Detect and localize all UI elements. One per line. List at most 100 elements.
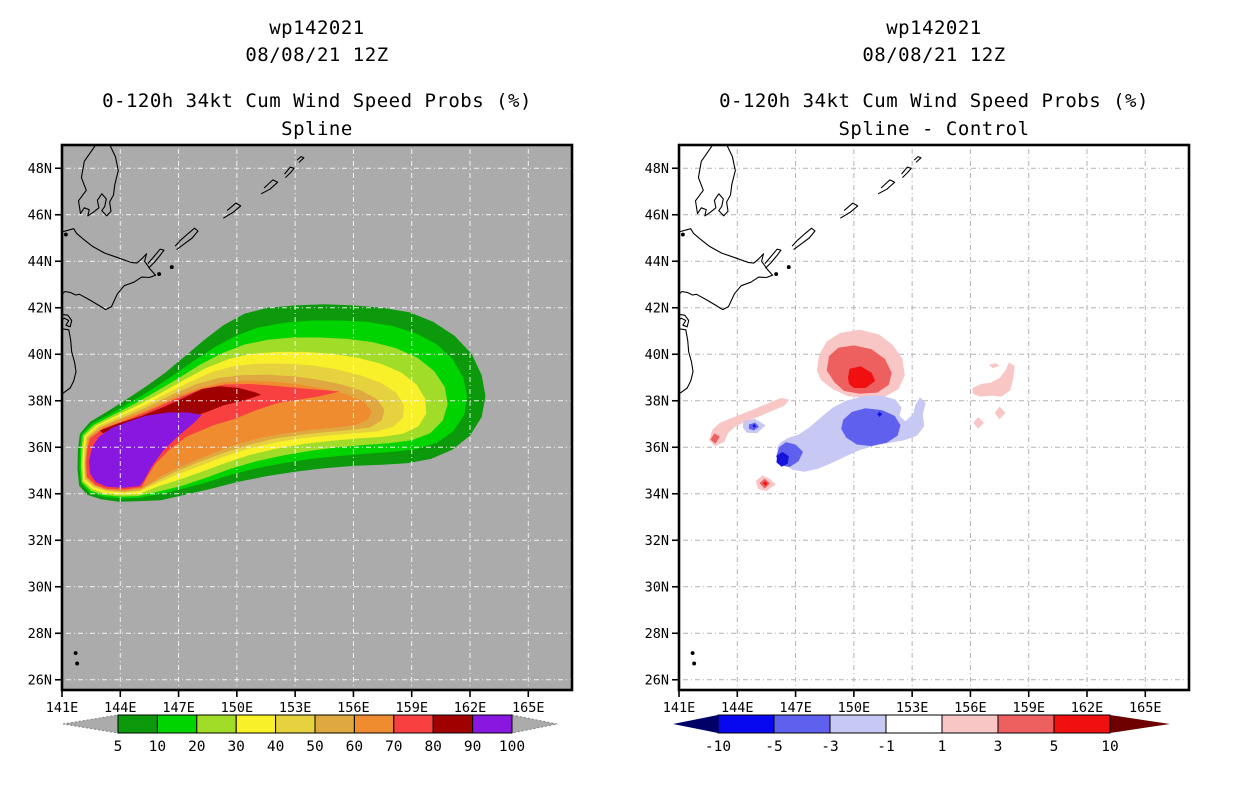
contour-band-level-5 xyxy=(848,366,876,388)
coastline-ketoy xyxy=(284,166,295,178)
y-axis-label-40N: 40N xyxy=(28,347,52,363)
contour-band-level--3 xyxy=(841,408,901,447)
colorbar-cell-1 xyxy=(156,714,198,734)
colorbar-cell-7 xyxy=(393,714,434,734)
coastline-honshu-shimokita xyxy=(62,313,73,328)
colorbar-label-50: 50 xyxy=(306,739,323,755)
coastline-hokkaido xyxy=(62,228,157,311)
right-storm-id: wp142021 xyxy=(886,17,982,39)
left-storm-id: wp142021 xyxy=(269,17,365,39)
colorbar-label-20: 20 xyxy=(188,739,205,755)
y-axis-label-26N: 26N xyxy=(645,672,669,688)
colorbar-cell-8 xyxy=(432,714,474,734)
left-map: 26N 28N 30N 32N 34N 36N 38N 40N 42N 44N 46N 48N 141E… xyxy=(28,143,574,716)
colorbar-left-arrow xyxy=(62,714,119,734)
island-dot xyxy=(690,651,695,655)
coastline-kunashir xyxy=(147,248,165,269)
x-axis-label-144E: 144E xyxy=(104,700,137,716)
x-axis-label-147E: 147E xyxy=(779,700,812,716)
colorbar-cell-3 xyxy=(885,714,943,734)
right-chart-title: 0-120h 34kt Cum Wind Speed Probs (%) xyxy=(719,90,1149,112)
x-axis-label-147E: 147E xyxy=(162,700,195,716)
colorbar-left-arrow xyxy=(673,715,718,733)
coastline-ketoy xyxy=(901,166,912,178)
y-axis-label-28N: 28N xyxy=(28,626,52,642)
axis-labels: 26N 28N 30N 32N 34N 36N 38N 40N 42N 44N 46N 48N 141E… xyxy=(28,161,545,716)
colorbar-cell-0 xyxy=(117,714,158,734)
y-axis-label-36N: 36N xyxy=(645,440,669,456)
coastline-sakhalin xyxy=(694,145,736,217)
colorbar-cell-4 xyxy=(275,714,316,734)
right-chart-subtitle: Spline - Control xyxy=(838,118,1030,140)
colorbar-label-1: 1 xyxy=(938,739,947,755)
y-axis-label-36N: 36N xyxy=(28,440,52,456)
colorbar-label-100: 100 xyxy=(499,739,525,755)
axis-ticks xyxy=(55,167,530,697)
colorbar-cell-6 xyxy=(353,714,395,734)
colorbar-label--5: -5 xyxy=(765,739,782,755)
y-axis-label-48N: 48N xyxy=(645,161,669,177)
y-axis-label-34N: 34N xyxy=(28,486,52,502)
colorbar-label-40: 40 xyxy=(267,739,284,755)
colorbar-cell-3 xyxy=(235,714,277,734)
x-axis-label-153E: 153E xyxy=(279,700,312,716)
left-colorbar: 5 10 20 30 40 50 60 70 80 90 100 xyxy=(62,714,558,755)
colorbar-label-3: 3 xyxy=(994,739,1003,755)
x-axis-label-144E: 144E xyxy=(721,700,754,716)
colorbar-cell-5 xyxy=(314,714,355,734)
coastline-iturup xyxy=(174,227,199,251)
island-dot xyxy=(73,651,78,655)
colorbar-label-80: 80 xyxy=(424,739,441,755)
left-chart-subtitle: Spline xyxy=(281,118,353,140)
y-axis-label-38N: 38N xyxy=(28,393,52,409)
axis-labels: 26N 28N 30N 32N 34N 36N 38N 40N 42N 44N 46N 48N 141E… xyxy=(645,161,1162,716)
y-axis-label-34N: 34N xyxy=(645,486,669,502)
coastline-iturup xyxy=(791,227,816,251)
colorbar-cell-6 xyxy=(1053,714,1111,734)
y-axis-label-32N: 32N xyxy=(28,533,52,549)
colorbar-cell-2 xyxy=(829,714,887,734)
gridlines xyxy=(62,145,572,690)
coastline-hokkaido xyxy=(679,228,774,311)
island-dot xyxy=(692,661,697,666)
coastline-urup xyxy=(840,202,859,219)
colorbar-cell-0 xyxy=(717,714,775,734)
colorbar-label-5: 5 xyxy=(1050,739,1059,755)
colorbar-label-10: 10 xyxy=(1101,739,1118,755)
coastlines xyxy=(679,145,922,666)
y-axis-label-42N: 42N xyxy=(28,300,52,316)
contour-band-level--5 xyxy=(752,424,757,428)
contour-band-level-5 xyxy=(762,481,768,486)
island-dot xyxy=(680,232,685,237)
colorbar-label--1: -1 xyxy=(877,739,894,755)
coastline-honshu-east-coast xyxy=(62,328,77,394)
y-axis-label-46N: 46N xyxy=(645,207,669,223)
colorbar-label--10: -10 xyxy=(705,739,731,755)
x-axis-label-165E: 165E xyxy=(1129,700,1162,716)
left-init-time: 08/08/21 12Z xyxy=(245,44,389,66)
island-dot xyxy=(774,272,779,276)
coastline-kunashir xyxy=(764,248,782,269)
right-map: 26N 28N 30N 32N 34N 36N 38N 40N 42N 44N 46N 48N 141E… xyxy=(645,143,1191,716)
island-dot xyxy=(157,272,162,276)
colorbar-label-30: 30 xyxy=(227,739,244,755)
colorbar-label-5: 5 xyxy=(114,739,123,755)
colorbar-label-60: 60 xyxy=(346,739,363,755)
colorbar-cell-1 xyxy=(773,714,831,734)
colorbar-label-10: 10 xyxy=(149,739,166,755)
island-dot xyxy=(786,265,791,270)
coastline-sakhalin xyxy=(77,145,119,217)
y-axis-label-42N: 42N xyxy=(645,300,669,316)
contour-band-level-90 xyxy=(88,412,202,488)
colorbar-label-70: 70 xyxy=(385,739,402,755)
x-axis-label-141E: 141E xyxy=(663,700,696,716)
y-axis-label-28N: 28N xyxy=(645,626,669,642)
x-axis-label-156E: 156E xyxy=(954,700,987,716)
colorbar-cell-4 xyxy=(941,714,999,734)
x-axis-label-165E: 165E xyxy=(512,700,545,716)
x-axis-label-162E: 162E xyxy=(1071,700,1104,716)
x-axis-label-150E: 150E xyxy=(838,700,871,716)
x-axis-label-159E: 159E xyxy=(395,700,428,716)
contour-band-level--5 xyxy=(877,411,883,417)
